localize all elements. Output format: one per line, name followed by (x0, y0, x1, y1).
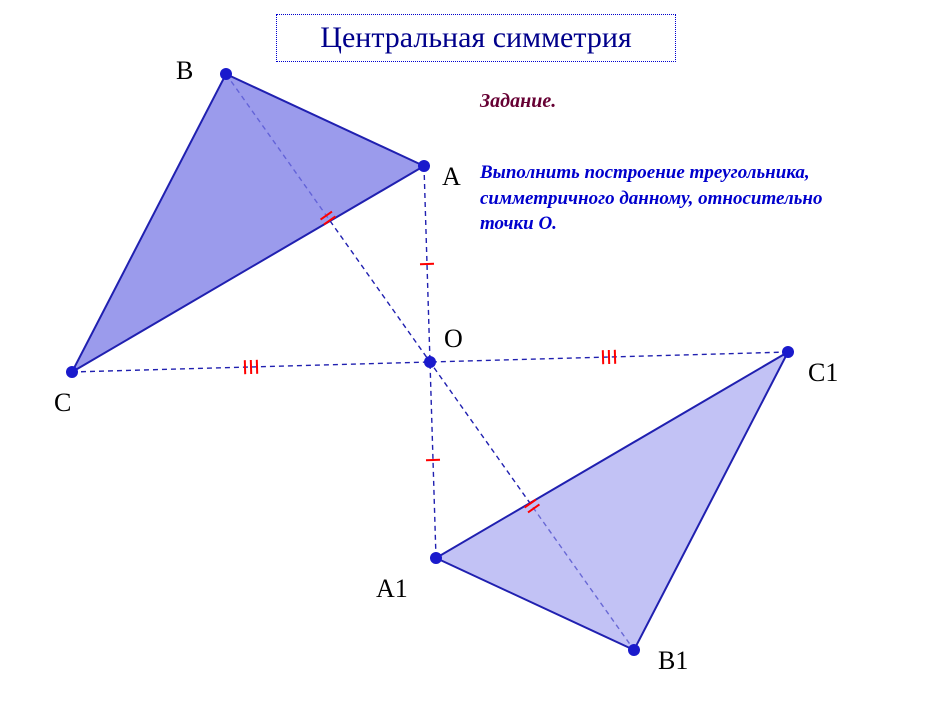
point-label-B1: B1 (658, 646, 688, 676)
point-label-O: O (444, 324, 463, 354)
point-label-C1: C1 (808, 358, 838, 388)
point-label-B: B (176, 56, 193, 86)
point-B1 (628, 644, 640, 656)
geometry-diagram (0, 0, 940, 705)
point-label-A: A (442, 162, 461, 192)
point-C1 (782, 346, 794, 358)
triangle-1 (436, 352, 788, 650)
triangle-0 (72, 74, 424, 372)
point-C (66, 366, 78, 378)
point-O (424, 356, 436, 368)
point-label-A1: A1 (376, 574, 408, 604)
point-B (220, 68, 232, 80)
point-label-C: C (54, 388, 71, 418)
point-A1 (430, 552, 442, 564)
point-A (418, 160, 430, 172)
